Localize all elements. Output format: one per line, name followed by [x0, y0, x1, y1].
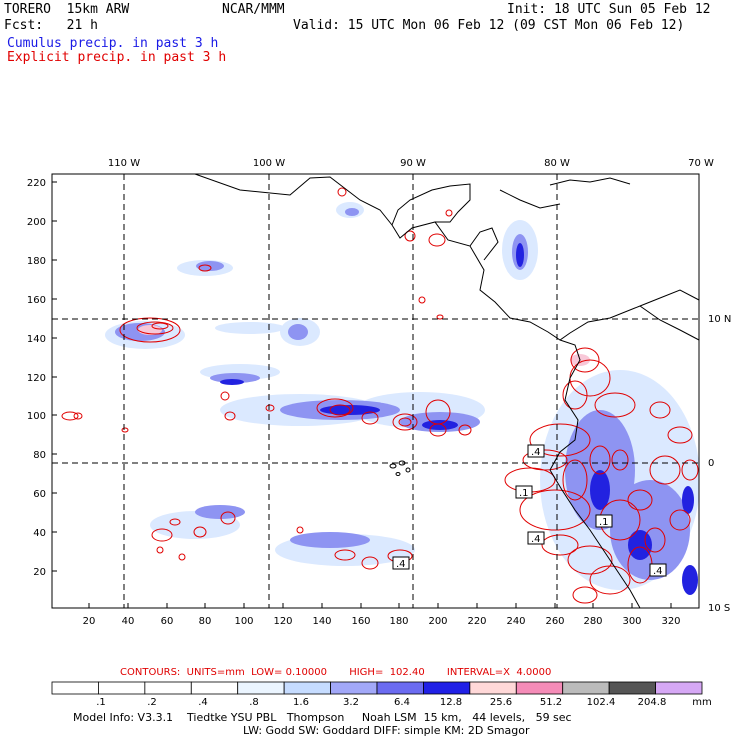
y-label: 180	[27, 256, 46, 267]
y-label: 220	[27, 178, 46, 189]
model-title: TORERO 15km ARW	[4, 2, 130, 17]
colorbar-label: 25.6	[489, 697, 513, 708]
axis-ticks	[52, 181, 672, 608]
x-label: 80	[199, 616, 212, 627]
colorbar	[51, 681, 703, 695]
colorbar-label: .2	[147, 697, 157, 708]
legend-cumulus: Cumulus precip. in past 3 h	[7, 36, 219, 51]
colorbar-label: 1.6	[293, 697, 309, 708]
lat-lon-grid	[52, 174, 699, 608]
x-label: 20	[83, 616, 96, 627]
colorbar-label: 102.4	[586, 697, 616, 708]
contour-label: .4	[531, 534, 541, 545]
x-label: 240	[506, 616, 525, 627]
valid-time: Valid: 15 UTC Mon 06 Feb 12 (09 CST Mon …	[293, 18, 685, 33]
colorbar-swatch	[376, 681, 424, 695]
colorbar-swatch	[98, 681, 146, 695]
colorbar-label: 204.8	[637, 697, 667, 708]
org-label: NCAR/MMM	[222, 2, 285, 17]
contour-label: .1	[599, 517, 609, 528]
y-label: 160	[27, 295, 46, 306]
x-label: 320	[661, 616, 680, 627]
top-longitude-labels: 110 W 100 W 90 W 80 W 70 W	[108, 158, 714, 169]
colorbar-swatch	[608, 681, 656, 695]
contour-label: .1	[519, 488, 529, 499]
colorbar-swatch	[469, 681, 517, 695]
bottom-grid-labels: 20 40 60 80 100 120 140 160 180 200 220 …	[83, 616, 681, 627]
colorbar-label: .1	[96, 697, 106, 708]
contour-label: .4	[653, 566, 663, 577]
lat-label: 10 S	[708, 603, 730, 614]
colorbar-swatch	[423, 681, 471, 695]
y-label: 140	[27, 334, 46, 345]
map-field	[52, 174, 699, 608]
init-time: Init: 18 UTC Sun 05 Feb 12	[507, 2, 711, 17]
lon-label: 80 W	[544, 158, 570, 169]
model-info: Model Info: V3.3.1 Tiedtke YSU PBL Thomp…	[73, 711, 572, 724]
colorbar-swatch	[515, 681, 564, 695]
x-label: 140	[312, 616, 331, 627]
colorbar-label: 3.2	[343, 697, 359, 708]
x-label: 220	[467, 616, 486, 627]
y-label: 100	[27, 411, 46, 422]
colorbar-label: 12.8	[439, 697, 463, 708]
lon-label: 110 W	[108, 158, 140, 169]
colorbar-label: .8	[249, 697, 259, 708]
colorbar-swatch	[237, 681, 285, 695]
lon-label: 90 W	[400, 158, 426, 169]
colorbar-label: .4	[198, 697, 208, 708]
colorbar-swatch	[51, 681, 99, 695]
y-label: 80	[33, 450, 46, 461]
physics-info: LW: Godd SW: Goddard DIFF: simple KM: 2D…	[243, 724, 530, 737]
y-label: 20	[33, 567, 46, 578]
x-label: 180	[389, 616, 408, 627]
contours-info: CONTOURS: UNITS=mm LOW= 0.10000 HIGH= 10…	[120, 667, 552, 678]
lon-label: 70 W	[688, 158, 714, 169]
colorbar-swatch	[330, 681, 378, 695]
y-label: 120	[27, 373, 46, 384]
legend-explicit: Explicit precip. in past 3 h	[7, 50, 227, 65]
explicit-contours	[61, 187, 699, 604]
x-label: 120	[273, 616, 292, 627]
colorbar-swatch	[562, 681, 610, 695]
map-frame	[51, 173, 700, 609]
heavy-precip-areas	[220, 243, 698, 595]
x-label: 200	[428, 616, 447, 627]
contour-label: .4	[531, 447, 541, 458]
x-label: 60	[161, 616, 174, 627]
x-label: 280	[583, 616, 602, 627]
pink-precip-areas	[138, 325, 590, 366]
right-latitude-labels: 10 N 0 10 S	[708, 314, 731, 614]
y-label: 40	[33, 528, 46, 539]
colorbar-swatch	[655, 681, 703, 695]
colorbar-swatch	[283, 681, 331, 695]
forecast-hour: Fcst: 21 h	[4, 18, 98, 33]
colorbar-swatch	[144, 681, 192, 695]
y-label: 200	[27, 217, 46, 228]
colorbar-label: 6.4	[394, 697, 410, 708]
x-label: 40	[122, 616, 135, 627]
colorbar-unit: mm	[692, 697, 712, 708]
lat-label: 0	[708, 458, 714, 469]
x-label: 260	[545, 616, 564, 627]
lat-label: 10 N	[708, 314, 731, 325]
y-label: 60	[33, 489, 46, 500]
lon-label: 100 W	[253, 158, 285, 169]
coastlines	[194, 174, 699, 608]
left-grid-labels: 220 200 180 160 140 120 100 80 60 40 20	[27, 178, 46, 578]
x-label: 160	[351, 616, 370, 627]
contour-label-boxes: .4 .4 .1 .4 .4 .1	[392, 444, 667, 577]
colorbar-swatch	[190, 681, 239, 695]
x-label: 100	[234, 616, 253, 627]
contour-label: .4	[396, 559, 406, 570]
colorbar-label: 51.2	[539, 697, 563, 708]
x-label: 300	[622, 616, 641, 627]
